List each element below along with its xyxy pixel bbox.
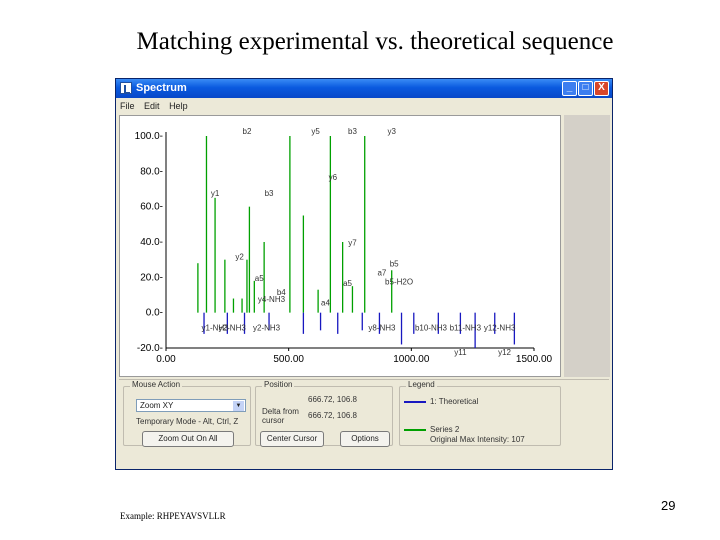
zoom-out-all-button[interactable]: Zoom Out On All (142, 431, 234, 447)
x-tick-label: 500.00 (273, 354, 304, 365)
center-cursor-button[interactable]: Center Cursor (260, 431, 324, 447)
peak-annotation: b3 (348, 127, 357, 136)
maximize-button[interactable]: □ (578, 81, 593, 96)
peak-annotation: a5 (255, 274, 264, 283)
peak-annotation: b3 (265, 189, 274, 198)
close-button[interactable]: X (594, 81, 609, 96)
y-tick-label: 60.0- (140, 202, 163, 213)
peak-annotation: y2 (235, 253, 244, 262)
control-panel: Mouse Action Zoom XY ▼ Temporary Mode - … (119, 379, 609, 467)
peak-annotation: y4-NH3 (258, 295, 286, 304)
mouse-action-hint: Temporary Mode - Alt, Ctrl, Z (136, 417, 239, 426)
peak-annotation: y11 (454, 348, 467, 357)
delta-coords: 666.72, 106.8 (308, 411, 357, 420)
mouse-action-select[interactable]: Zoom XY ▼ (136, 399, 246, 412)
y-tick-label: 0.0- (146, 308, 163, 319)
peak-annotation: y12-NH3 (484, 323, 516, 332)
legend-series2: Series 2 (430, 425, 460, 434)
legend-group: Legend 1: Theoretical Series 2 Original … (399, 380, 561, 446)
minimize-button[interactable]: _ (562, 81, 577, 96)
peak-annotation: a7 (377, 269, 386, 278)
y-tick-label: 20.0- (140, 272, 163, 283)
peak-annotation: b5-H2O (385, 277, 413, 286)
delta-from-cursor-label: Delta from cursor (262, 407, 299, 425)
plot-side-strip (564, 115, 610, 377)
spectrum-plot[interactable]: 100.0- 80.0- 60.0- 40.0- 20.0- 0.0- -20.0- 0.00… (119, 115, 561, 377)
peak-annotation: a4 (321, 299, 330, 308)
position-label: Position (262, 380, 295, 389)
peak-annotation: y1 (211, 189, 220, 198)
window-titlebar[interactable]: Spectrum _ □ X (116, 79, 612, 98)
legend-series2-swatch (404, 429, 426, 431)
example-sequence: Example: RHPEYAVSVLLR (120, 511, 226, 521)
menu-file[interactable]: File (120, 101, 135, 111)
window-title: Spectrum (136, 82, 187, 94)
menu-help[interactable]: Help (169, 101, 188, 111)
mouse-action-group: Mouse Action Zoom XY ▼ Temporary Mode - … (123, 380, 251, 447)
peak-annotation: y2-NH3 (253, 323, 281, 332)
spectrum-window: Spectrum _ □ X File Edit Help 100.0- 80.0… (115, 78, 613, 470)
legend-theoretical: 1: Theoretical (430, 397, 479, 406)
y-tick-label: -20.0- (137, 343, 163, 354)
spectrum-chart[interactable]: 100.0- 80.0- 60.0- 40.0- 20.0- 0.0- -20.0-0.00… (120, 116, 560, 376)
mouse-action-selected: Zoom XY (140, 401, 174, 410)
slide-title: Matching experimental vs. theoretical se… (136, 28, 614, 55)
y-tick-label: 40.0- (140, 237, 163, 248)
peak-annotation: b2 (243, 127, 252, 136)
x-tick-label: 0.00 (156, 354, 176, 365)
peak-annotation: y3 (387, 127, 396, 136)
y-tick-label: 80.0- (140, 166, 163, 177)
spectrum-app-icon (120, 82, 132, 94)
options-button[interactable]: Options (340, 431, 390, 447)
x-tick-label: 1500.00 (516, 354, 553, 365)
peak-annotation: b11-NH3 (450, 323, 482, 332)
x-tick-label: 1000.00 (393, 354, 430, 365)
position-coords: 666.72, 106.8 (308, 395, 357, 404)
peak-annotation: a5 (343, 279, 352, 288)
peak-annotation: b4 (277, 288, 286, 297)
legend-label: Legend (406, 380, 437, 389)
page-number: 29 (661, 498, 676, 513)
peak-annotation: y7 (348, 239, 357, 248)
mouse-action-label: Mouse Action (130, 380, 183, 389)
peak-annotation: b10-NH3 (415, 323, 448, 332)
dropdown-arrow-icon[interactable]: ▼ (233, 401, 244, 411)
peak-annotation: b5 (390, 260, 399, 269)
peak-annotation: y12 (498, 348, 511, 357)
peak-annotation: y1-NH3 (202, 323, 230, 332)
legend-theoretical-swatch (404, 401, 426, 403)
y-tick-label: 100.0- (135, 131, 163, 142)
legend-series2-sub: Original Max Intensity: 107 (430, 435, 525, 444)
position-group: Position 666.72, 106.8 Delta from cursor… (255, 380, 393, 447)
menubar: File Edit Help (116, 98, 612, 114)
peak-annotation: y6 (329, 173, 338, 182)
peak-annotation: y5 (311, 127, 320, 136)
menu-edit[interactable]: Edit (144, 101, 160, 111)
peak-annotation: y2-NH3 (219, 323, 247, 332)
peak-annotation: y8-NH3 (368, 323, 396, 332)
